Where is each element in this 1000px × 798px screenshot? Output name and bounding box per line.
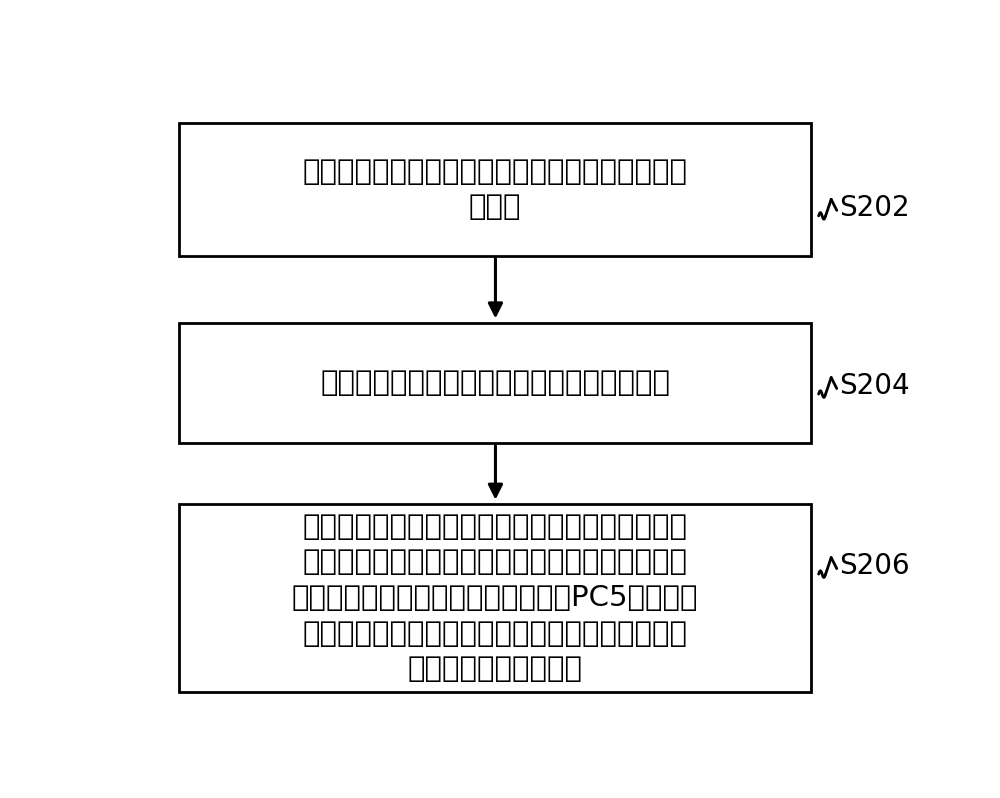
FancyBboxPatch shape: [179, 124, 811, 255]
Text: 辆的车载终端，以控制车辆按行驶路径自动行驶；: 辆的车载终端，以控制车辆按行驶路径自动行驶；: [303, 548, 688, 576]
Text: 点位置: 点位置: [469, 193, 521, 221]
FancyBboxPatch shape: [179, 504, 811, 692]
Text: 辆自动行驶的同步控制: 辆自动行驶的同步控制: [408, 655, 583, 683]
Text: 根据起点位置和终点位置规划车辆的行驶路径: 根据起点位置和终点位置规划车辆的行驶路径: [320, 369, 670, 397]
Text: 获取待进出停车区域的车辆所对应的起点位置和终: 获取待进出停车区域的车辆所对应的起点位置和终: [303, 158, 688, 186]
FancyBboxPatch shape: [179, 323, 811, 443]
Text: S204: S204: [840, 372, 910, 400]
Text: S206: S206: [840, 552, 910, 580]
Text: 将行驶路径通过位于停车区域的路侧单元传送至车: 将行驶路径通过位于停车区域的路侧单元传送至车: [303, 513, 688, 541]
Text: 其中，路侧单元与车载终端之间采用PC5直接通信: 其中，路侧单元与车载终端之间采用PC5直接通信: [292, 584, 698, 612]
Text: 接口以单播或组播方式进行通信，以实现对多台车: 接口以单播或组播方式进行通信，以实现对多台车: [303, 620, 688, 648]
Text: S202: S202: [840, 194, 910, 222]
